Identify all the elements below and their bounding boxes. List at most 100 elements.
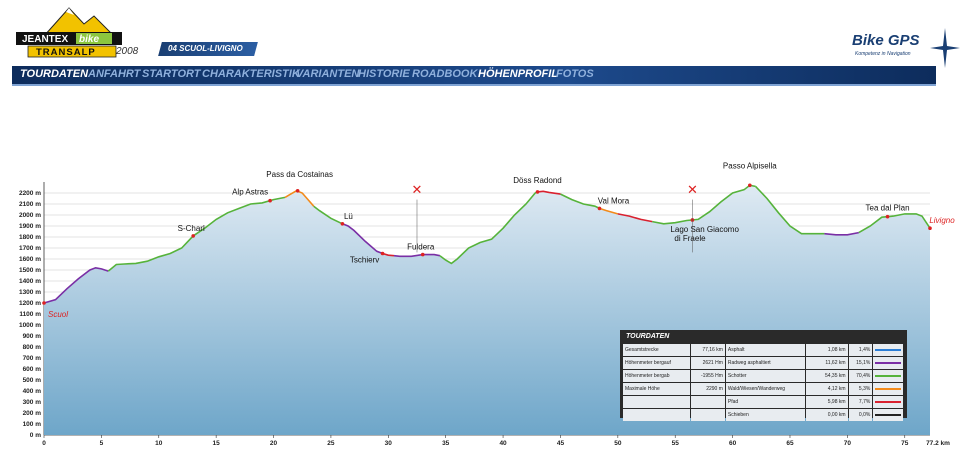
- surface-type: Schotter: [725, 370, 805, 382]
- bike-gps-logo[interactable]: Bike GPS: [852, 32, 920, 49]
- place-dot: [535, 190, 540, 194]
- row-value: [691, 409, 725, 421]
- nav-item-fotos[interactable]: FOTOS: [556, 68, 594, 80]
- series-line-pfad: [537, 190, 561, 195]
- place-label: Lü: [344, 212, 353, 221]
- series-line-radweg: [342, 223, 383, 255]
- row-key: Höhenmeter bergab: [623, 370, 691, 382]
- y-tick-label: 400 m: [23, 388, 42, 395]
- nav-item-charakteristik[interactable]: CHARAKTERISTIK: [202, 68, 300, 80]
- place-dot: [420, 252, 425, 257]
- legend-line-pfad: [875, 401, 901, 403]
- surface-length: 11,62 km: [806, 357, 848, 369]
- surface-length: 54,35 km: [806, 370, 848, 382]
- y-tick-label: 1400 m: [19, 278, 41, 285]
- series-line-schotter: [755, 185, 825, 235]
- surface-type: Pfad: [725, 396, 805, 408]
- x-tick-label: 60: [729, 440, 737, 447]
- place-label: Passo Alpisella: [723, 161, 777, 170]
- y-tick-label: 800 m: [23, 344, 42, 351]
- series-line-radweg: [43, 266, 109, 304]
- jeantex-transalp-logo[interactable]: JEANTEX bike TRANSALP: [14, 6, 124, 58]
- compass-star-icon: [930, 28, 960, 68]
- x-tick-label: 55: [672, 440, 680, 447]
- nav-item-tourdaten[interactable]: TOURDATEN: [20, 68, 89, 80]
- y-tick-label: 1700 m: [19, 245, 41, 252]
- y-tick-label: 1300 m: [19, 289, 41, 296]
- y-tick-label: 500 m: [23, 377, 42, 384]
- row-value: -1955 Hm: [691, 370, 725, 382]
- surface-percent: 0,0%: [848, 409, 873, 421]
- site-header: JEANTEX bike TRANSALP 2008 04 SCUOL-LIVI…: [0, 0, 962, 90]
- place-label: Pass da Costainas: [266, 170, 333, 179]
- nav-item-roadbook[interactable]: ROADBOOK: [412, 68, 478, 80]
- surface-percent: 15,1%: [848, 357, 873, 369]
- place-dot: [295, 189, 300, 193]
- nav-item-anfahrt[interactable]: ANFAHRT: [88, 68, 141, 80]
- surface-percent: 70,4%: [848, 370, 873, 382]
- tourdaten-row: Höhenmeter bergab -1955 Hm Schotter 54,35 k…: [623, 370, 904, 382]
- stage-label: 04 SCUOL-LIVIGNO: [168, 44, 243, 53]
- legend-line-asphalt: [875, 349, 901, 351]
- x-tick-label: 15: [213, 440, 221, 447]
- place-label: Val Mora: [598, 196, 630, 205]
- series-line-radweg: [393, 253, 441, 258]
- surface-type: Radweg asphaltiert: [725, 357, 805, 369]
- x-tick-label: 10: [155, 440, 163, 447]
- place-label: Scuol: [48, 310, 68, 319]
- legend-line-schotter: [875, 375, 901, 377]
- surface-swatch: [873, 344, 903, 356]
- row-value: [691, 396, 725, 408]
- series-line-schotter: [560, 193, 600, 210]
- y-tick-label: 1600 m: [19, 256, 41, 263]
- surface-length: 5,98 km: [806, 396, 848, 408]
- x-tick-label: 30: [385, 440, 393, 447]
- series-line-pfad: [382, 252, 395, 257]
- legend-line-wald: [875, 388, 901, 390]
- x-tick-label: 40: [499, 440, 507, 447]
- place-dot: [885, 214, 890, 219]
- repair-marker-icon: ✕: [687, 183, 698, 198]
- y-tick-label: 600 m: [23, 366, 42, 373]
- x-tick-label: 5: [100, 440, 104, 447]
- stage-badge: 04 SCUOL-LIVIGNO: [158, 42, 258, 56]
- tourdaten-row: Schieben 0,00 km 0,0%: [623, 409, 904, 421]
- series-line-radweg: [824, 231, 859, 236]
- surface-percent: 5,3%: [848, 383, 873, 395]
- series-line-schotter: [439, 191, 538, 265]
- place-dot: [928, 226, 932, 230]
- series-line-schotter: [652, 184, 756, 225]
- nav-item-historie[interactable]: HISTORIE: [358, 68, 410, 80]
- surface-percent: 7,7%: [848, 396, 873, 408]
- nav-item-varianten[interactable]: VARIANTEN: [296, 68, 360, 80]
- place-label: Lago San Giacomo: [670, 225, 739, 234]
- place-label: S-Charl: [178, 224, 205, 233]
- svg-text:JEANTEX: JEANTEX: [22, 34, 68, 45]
- row-key: [623, 396, 691, 408]
- y-tick-label: 2200 m: [19, 190, 41, 197]
- legend-line-schieben: [875, 414, 901, 416]
- svg-text:bike: bike: [79, 34, 99, 45]
- x-tick-label: 50: [614, 440, 622, 447]
- tourdaten-title: TOURDATEN: [626, 333, 670, 340]
- y-tick-label: 2000 m: [19, 212, 41, 219]
- row-key: Maximale Höhe: [623, 383, 691, 395]
- surface-swatch: [873, 383, 903, 395]
- place-label: Alp Astras: [232, 188, 268, 197]
- y-tick-label: 1500 m: [19, 267, 41, 274]
- place-label: Tschierv: [350, 256, 379, 265]
- x-tick-label: 70: [844, 440, 852, 447]
- y-tick-label: 0 m: [30, 432, 41, 439]
- x-tick-label: 75: [901, 440, 909, 447]
- place-dot: [191, 234, 195, 238]
- place-dot: [268, 198, 272, 203]
- surface-length: 0,00 km: [806, 409, 848, 421]
- y-tick-label: 700 m: [23, 355, 42, 362]
- place-label: Döss Radond: [513, 176, 561, 185]
- y-tick-label: 1900 m: [19, 223, 41, 230]
- tourdaten-table: TOURDATEN Gesamtstrecke 77,16 km Asphalt 1,…: [620, 330, 907, 421]
- tourdaten-row: Gesamtstrecke 77,16 km Asphalt 1,08 km 1,4%: [623, 344, 904, 356]
- nav-item-hoehenprofil[interactable]: HÖHENPROFIL: [478, 68, 559, 80]
- nav-item-startort[interactable]: STARTORT: [142, 68, 201, 80]
- series-line-pfad: [617, 213, 653, 223]
